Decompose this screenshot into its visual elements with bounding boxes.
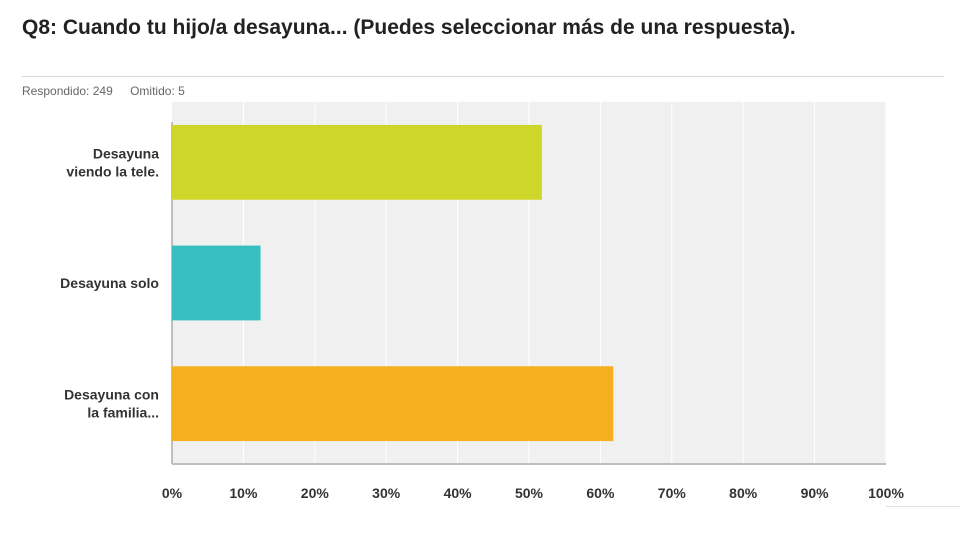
tick-label: 30% (372, 485, 401, 501)
tick-label: 100% (868, 485, 904, 501)
tick-label: 10% (229, 485, 258, 501)
tick-label: 70% (658, 485, 687, 501)
bottom-divider (886, 506, 960, 507)
tick-label: 60% (586, 485, 615, 501)
category-label: Desayuna (93, 145, 159, 161)
answered-count: Respondido: 249 (22, 84, 113, 98)
tick-label: 80% (729, 485, 758, 501)
bar (172, 366, 614, 442)
bar (172, 124, 542, 200)
category-label: viendo la tele. (66, 163, 159, 179)
bar (172, 245, 261, 321)
category-label: Desayuna con (64, 387, 159, 403)
category-label: la familia... (87, 405, 159, 421)
tick-label: 0% (162, 485, 183, 501)
tick-label: 50% (515, 485, 544, 501)
title-divider (22, 76, 944, 77)
category-label: Desayuna solo (60, 275, 159, 291)
skipped-count: Omitido: 5 (130, 84, 185, 98)
response-summary: Respondido: 249 Omitido: 5 (22, 84, 199, 98)
tick-label: 20% (301, 485, 330, 501)
tick-label: 40% (444, 485, 473, 501)
question-title: Q8: Cuando tu hijo/a desayuna... (Puedes… (22, 16, 796, 39)
tick-label: 90% (801, 485, 830, 501)
